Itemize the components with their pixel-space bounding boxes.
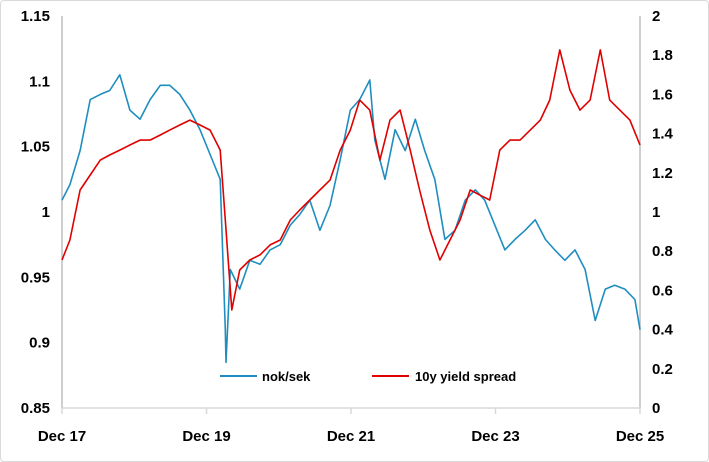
x-tick-label: Dec 21 xyxy=(327,428,375,445)
y-left-tick-label: 0.9 xyxy=(29,335,50,352)
y-right-tick-label: 0.6 xyxy=(652,282,673,299)
y-right-tick-label: 0 xyxy=(652,400,660,417)
y-left-tick-label: 1.15 xyxy=(21,8,50,25)
y-right-tick-label: 1.8 xyxy=(652,47,673,64)
y-left-tick-label: 1.1 xyxy=(29,73,50,90)
y-right-tick-label: 0.8 xyxy=(652,243,673,260)
y-left-tick-label: 0.85 xyxy=(21,400,50,417)
legend-label: nok/sek xyxy=(262,369,311,384)
x-tick-label: Dec 17 xyxy=(38,428,86,445)
x-tick-label: Dec 23 xyxy=(471,428,519,445)
y-right-tick-label: 2 xyxy=(652,8,660,25)
y-left-tick-label: 0.95 xyxy=(21,269,50,286)
series-line-yield-spread xyxy=(61,49,641,311)
y-right-tick-label: 1 xyxy=(652,204,660,221)
y-right-tick-label: 1.2 xyxy=(652,165,673,182)
x-tick-label: Dec 19 xyxy=(182,428,230,445)
y-right-tick-label: 1.4 xyxy=(652,126,674,143)
y-right-tick-label: 0.4 xyxy=(652,322,674,339)
x-tick-label: Dec 25 xyxy=(616,428,664,445)
y-right-tick-label: 0.2 xyxy=(652,361,673,378)
legend-label: 10y yield spread xyxy=(415,369,516,384)
y-right-tick-label: 1.6 xyxy=(652,86,673,103)
y-left-tick-label: 1 xyxy=(42,204,50,221)
y-left-tick-label: 1.05 xyxy=(21,139,50,156)
series-line-nok-sek xyxy=(61,74,641,364)
